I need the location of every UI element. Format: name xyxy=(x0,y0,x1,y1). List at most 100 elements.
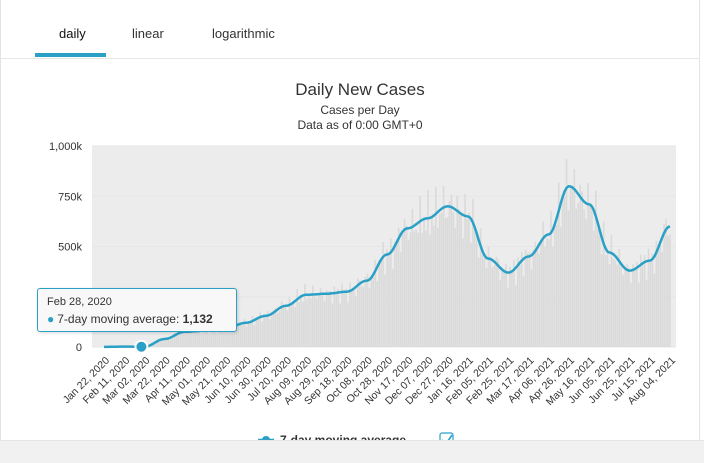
daily-bar xyxy=(663,224,665,347)
daily-bar xyxy=(257,319,259,347)
daily-bar xyxy=(492,268,494,347)
daily-bar xyxy=(665,219,667,347)
daily-bar xyxy=(334,286,336,347)
daily-bar xyxy=(511,271,513,347)
daily-bar xyxy=(427,190,429,347)
chart-subtitle-units: Cases per Day xyxy=(320,103,399,117)
daily-bar xyxy=(531,269,533,347)
daily-bar xyxy=(540,242,542,347)
daily-bar xyxy=(640,255,642,347)
daily-bar xyxy=(484,258,486,347)
daily-bar xyxy=(638,283,640,347)
daily-bar xyxy=(435,187,437,347)
daily-bar xyxy=(451,195,453,347)
daily-bar xyxy=(261,322,263,347)
daily-bar xyxy=(298,302,300,347)
daily-bar xyxy=(255,318,257,347)
daily-bar xyxy=(605,255,607,347)
daily-bar xyxy=(371,278,373,347)
daily-bar xyxy=(283,306,285,347)
daily-bar xyxy=(335,293,337,347)
daily-bar xyxy=(367,274,369,347)
daily-bar xyxy=(601,254,603,347)
daily-bar xyxy=(275,308,277,347)
daily-bar xyxy=(458,209,460,347)
daily-bar xyxy=(177,334,179,347)
daily-bar xyxy=(185,333,187,347)
daily-bar xyxy=(423,220,425,347)
daily-bar xyxy=(195,331,197,347)
daily-bar xyxy=(576,209,578,347)
chart-tooltip: Feb 28, 2020 ●7-day moving average: 1,13… xyxy=(37,288,237,332)
daily-bar xyxy=(533,249,535,347)
daily-bar xyxy=(656,241,658,347)
daily-bar xyxy=(314,297,316,347)
daily-bar xyxy=(386,249,388,347)
daily-bar xyxy=(572,185,574,347)
y-tick-label: 750k xyxy=(58,191,82,203)
daily-bar xyxy=(380,261,382,347)
daily-bar xyxy=(615,260,617,347)
daily-bar xyxy=(191,331,193,347)
daily-bar xyxy=(332,303,334,347)
daily-bar xyxy=(517,257,519,347)
daily-bar xyxy=(661,252,663,347)
daily-bar xyxy=(193,333,195,347)
daily-bar xyxy=(318,294,320,347)
daily-bar xyxy=(253,325,255,347)
daily-bar xyxy=(322,294,324,347)
daily-bar xyxy=(378,260,380,347)
daily-bar xyxy=(287,310,289,347)
daily-bar xyxy=(179,334,181,347)
daily-bar xyxy=(421,233,423,347)
daily-bar xyxy=(345,289,347,347)
daily-bar xyxy=(521,252,523,347)
daily-bar xyxy=(654,274,656,347)
daily-bar xyxy=(617,265,619,347)
daily-bar xyxy=(589,206,591,347)
daily-bar xyxy=(538,254,540,347)
daily-bar xyxy=(392,269,394,347)
daily-bar xyxy=(175,335,177,347)
daily-bar xyxy=(470,243,472,347)
daily-bar xyxy=(410,233,412,347)
daily-bar xyxy=(503,269,505,347)
daily-bar xyxy=(667,236,669,347)
daily-bar xyxy=(320,288,322,347)
daily-bar xyxy=(337,289,339,347)
daily-bar xyxy=(536,250,538,347)
daily-bar xyxy=(587,183,589,347)
daily-bar xyxy=(183,332,185,347)
daily-bar xyxy=(568,211,570,347)
daily-bar xyxy=(302,302,304,347)
daily-bar xyxy=(523,276,525,347)
daily-bar xyxy=(250,323,252,347)
daily-bar xyxy=(519,263,521,347)
daily-bar xyxy=(300,296,302,347)
daily-bar xyxy=(613,259,615,347)
daily-bar xyxy=(626,264,628,347)
chart-title: Daily New Cases xyxy=(295,80,424,99)
daily-bar xyxy=(609,264,611,347)
daily-bar xyxy=(507,288,509,347)
daily-bar xyxy=(209,334,211,347)
tooltip-date: Feb 28, 2020 xyxy=(47,296,112,308)
daily-bar xyxy=(577,203,579,347)
daily-bar xyxy=(224,332,226,347)
page-footer-strip xyxy=(0,440,704,463)
tooltip-value: 1,132 xyxy=(183,312,213,326)
daily-bar xyxy=(468,212,470,347)
daily-bar xyxy=(583,210,585,347)
daily-bar xyxy=(355,296,357,347)
daily-bar xyxy=(535,242,537,347)
daily-bar xyxy=(456,196,458,347)
daily-bar xyxy=(408,240,410,347)
daily-bar xyxy=(263,315,265,347)
daily-bar xyxy=(599,229,601,347)
daily-bar xyxy=(449,201,451,347)
daily-bar xyxy=(554,223,556,347)
daily-bar xyxy=(488,247,490,347)
daily-bar xyxy=(515,285,517,347)
daily-bar xyxy=(591,208,593,347)
